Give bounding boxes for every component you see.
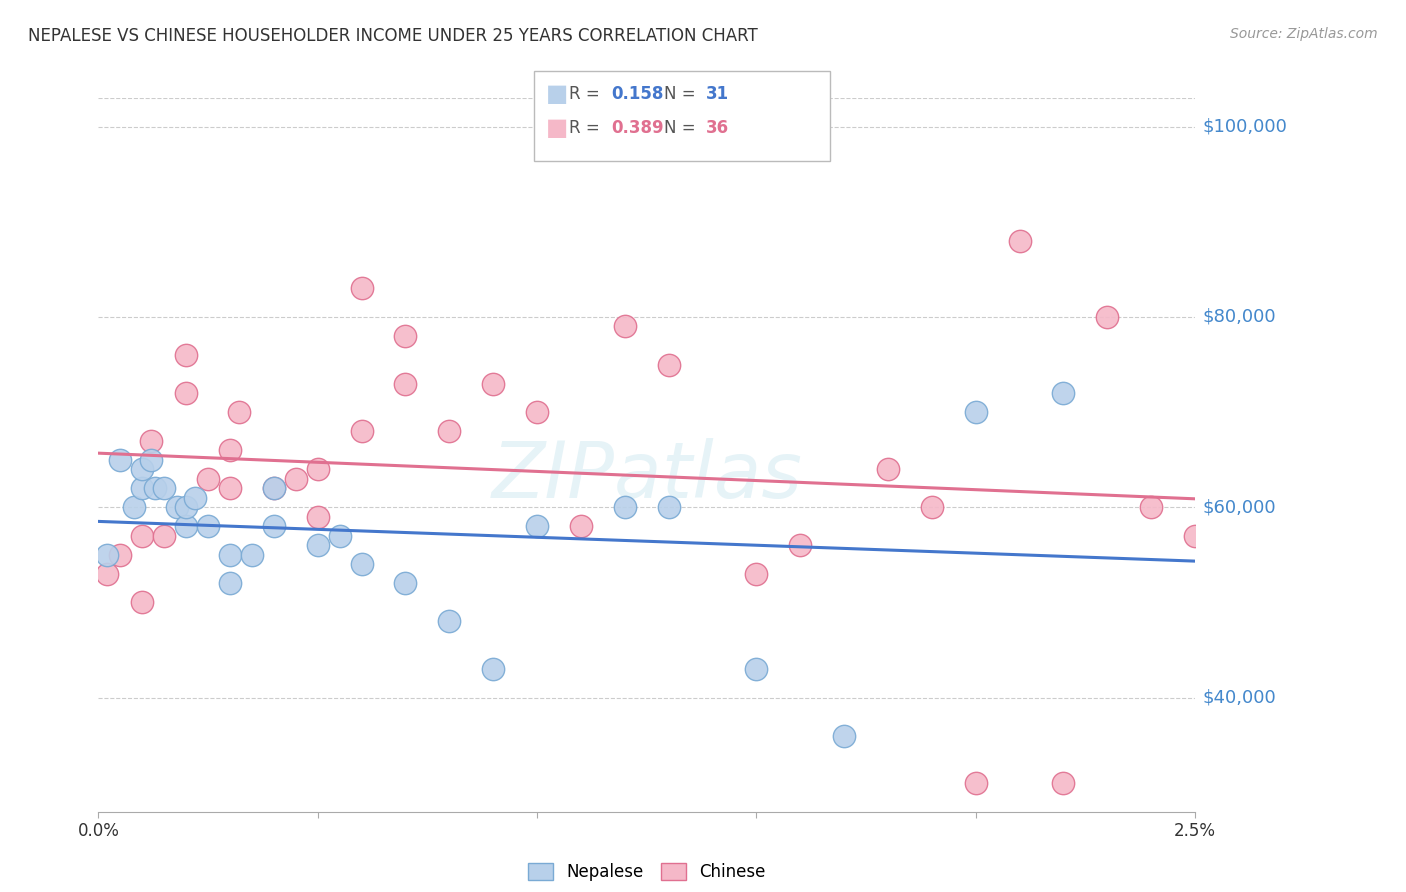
Point — [219, 576, 242, 591]
Text: R =: R = — [569, 119, 606, 136]
Point — [263, 481, 285, 495]
Point — [110, 452, 132, 467]
Point — [613, 319, 636, 334]
Point — [263, 481, 285, 495]
Point — [832, 729, 855, 743]
Point — [174, 519, 197, 533]
Point — [1008, 234, 1031, 248]
Point — [526, 519, 548, 533]
Point — [166, 500, 188, 515]
Point — [394, 329, 416, 343]
Point — [153, 481, 176, 495]
Point — [921, 500, 943, 515]
Text: $80,000: $80,000 — [1202, 308, 1275, 326]
Point — [174, 348, 197, 362]
Point — [131, 462, 153, 476]
Point — [307, 462, 329, 476]
Point — [153, 529, 176, 543]
Point — [329, 529, 352, 543]
Point — [350, 281, 373, 295]
Point — [1052, 386, 1074, 401]
Point — [96, 566, 118, 581]
Text: NEPALESE VS CHINESE HOUSEHOLDER INCOME UNDER 25 YEARS CORRELATION CHART: NEPALESE VS CHINESE HOUSEHOLDER INCOME U… — [28, 27, 758, 45]
Point — [219, 481, 242, 495]
Text: R =: R = — [569, 85, 606, 103]
Point — [219, 548, 242, 562]
Text: ■: ■ — [546, 82, 568, 105]
Point — [139, 452, 162, 467]
Point — [263, 519, 285, 533]
Point — [122, 500, 145, 515]
Point — [350, 558, 373, 572]
Point — [184, 491, 207, 505]
Point — [965, 776, 987, 790]
Point — [965, 405, 987, 419]
Point — [439, 615, 461, 629]
Text: $40,000: $40,000 — [1202, 689, 1275, 706]
Text: 31: 31 — [706, 85, 728, 103]
Point — [482, 662, 505, 676]
Point — [482, 376, 505, 391]
Point — [174, 386, 197, 401]
Point — [439, 424, 461, 438]
Point — [131, 529, 153, 543]
Point — [219, 443, 242, 458]
Text: $60,000: $60,000 — [1202, 499, 1275, 516]
Point — [131, 481, 153, 495]
Point — [197, 472, 219, 486]
Point — [658, 500, 681, 515]
Point — [284, 472, 307, 486]
Point — [658, 358, 681, 372]
Text: N =: N = — [664, 85, 700, 103]
Point — [526, 405, 548, 419]
Point — [1140, 500, 1163, 515]
Point — [613, 500, 636, 515]
Point — [1052, 776, 1074, 790]
Point — [394, 376, 416, 391]
Point — [240, 548, 263, 562]
Point — [228, 405, 250, 419]
Point — [394, 576, 416, 591]
Point — [1097, 310, 1119, 324]
Point — [174, 500, 197, 515]
Point — [197, 519, 219, 533]
Point — [789, 538, 811, 552]
Point — [110, 548, 132, 562]
Point — [307, 509, 329, 524]
Point — [145, 481, 167, 495]
Text: ZIPatlas: ZIPatlas — [491, 438, 803, 515]
Text: Source: ZipAtlas.com: Source: ZipAtlas.com — [1230, 27, 1378, 41]
Text: 36: 36 — [706, 119, 728, 136]
Point — [569, 519, 592, 533]
Point — [350, 424, 373, 438]
Text: N =: N = — [664, 119, 700, 136]
Text: ■: ■ — [546, 116, 568, 139]
Point — [745, 662, 768, 676]
Text: 0.389: 0.389 — [612, 119, 664, 136]
Point — [139, 434, 162, 448]
Point — [131, 595, 153, 609]
Point — [307, 538, 329, 552]
Point — [877, 462, 900, 476]
Text: $100,000: $100,000 — [1202, 118, 1286, 136]
Text: 0.158: 0.158 — [612, 85, 664, 103]
Point — [96, 548, 118, 562]
Legend: Nepalese, Chinese: Nepalese, Chinese — [520, 855, 773, 889]
Point — [745, 566, 768, 581]
Point — [1184, 529, 1206, 543]
